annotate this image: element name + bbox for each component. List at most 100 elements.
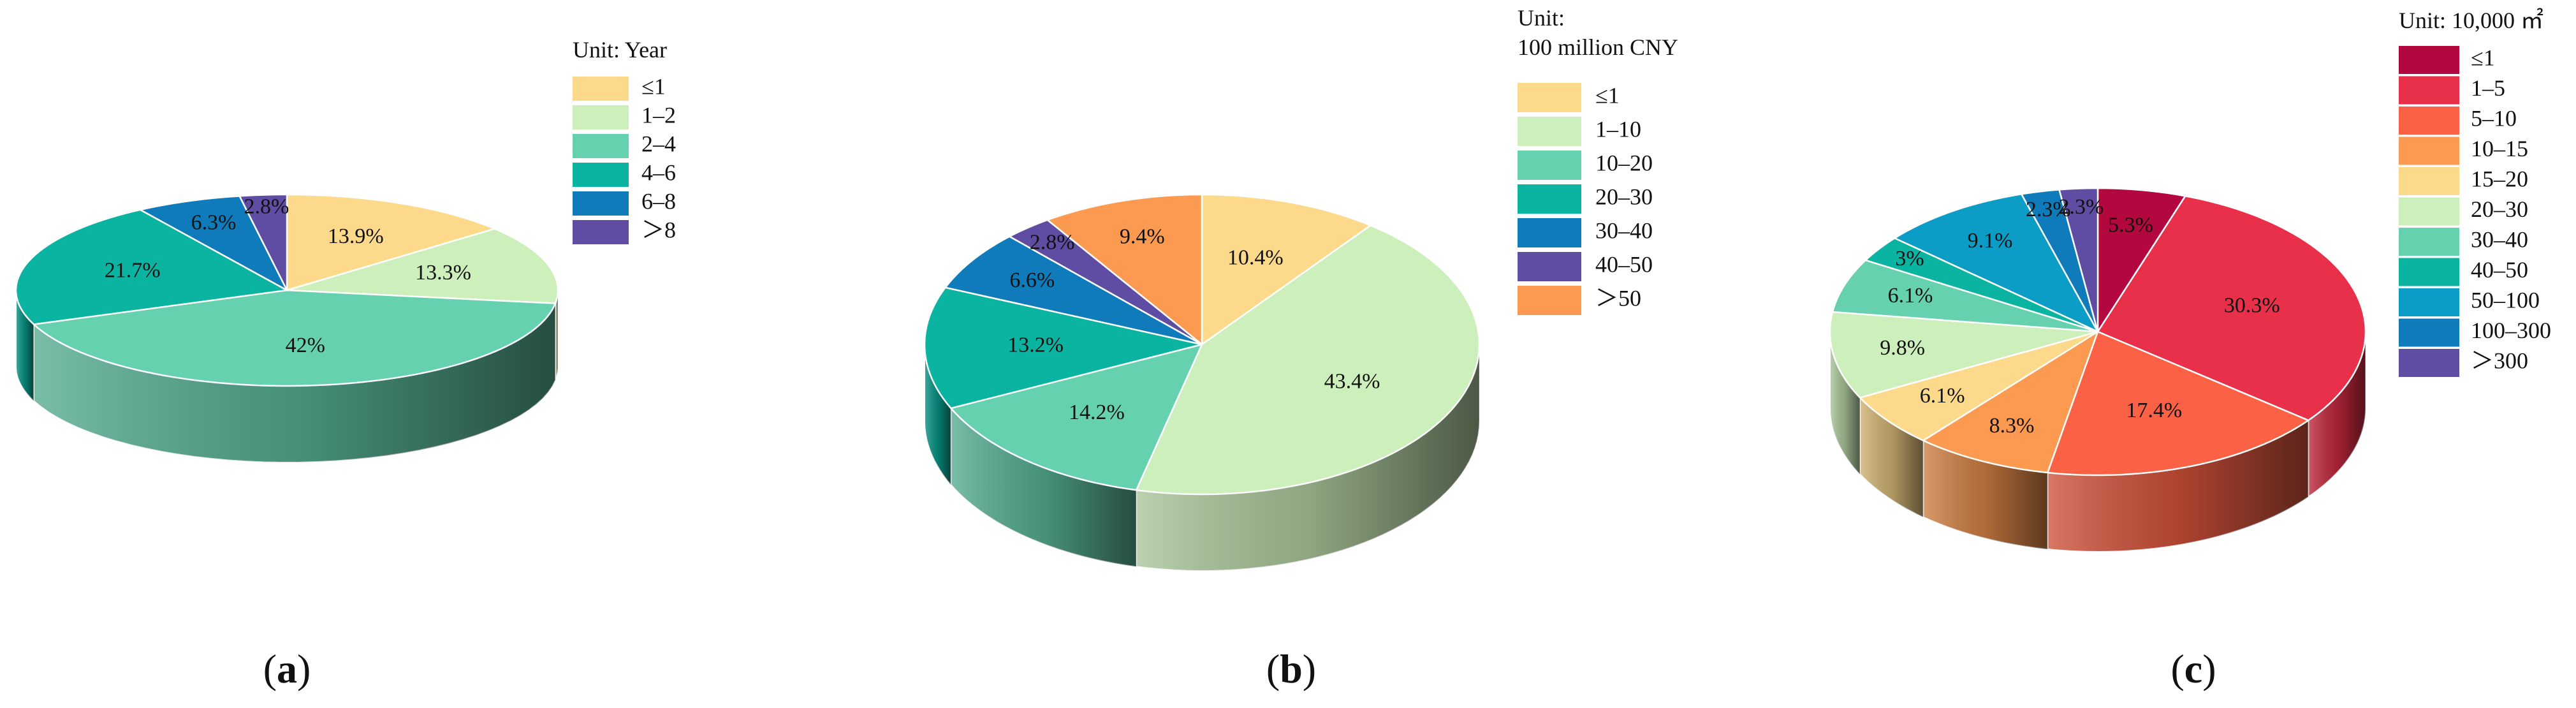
legend-title: Unit: — [1518, 5, 1565, 31]
chart-panel-c: 5.3% 30.3% 17.4% 8.3% 6.1% 9.8% 6.1% 3% 9.1% 2.3%… — [1829, 7, 2551, 691]
pie-value-labels: 5.3% 30.3% 17.4% 8.3% 6.1% 9.8% 6.1% 3% 9.1% 2.3%… — [1880, 195, 2280, 438]
slice-value-label-1: 10.4% — [1227, 246, 1284, 269]
legend-swatch-2 — [573, 105, 629, 129]
slice-value-label-11: 2.3% — [2058, 195, 2104, 219]
slice-value-label-2: 30.3% — [2224, 294, 2280, 318]
slice-value-label-5: 6.3% — [191, 210, 237, 234]
pie-chart-b: 10.4% 43.4% 14.2% 13.2% 6.6% 2.8% 9.4% — [923, 193, 1481, 572]
legend-swatch-1 — [2399, 46, 2459, 74]
legend-label-9: 50–100 — [2471, 287, 2540, 313]
panel-label-a: (a) — [263, 646, 311, 691]
pie-top-faces — [15, 193, 559, 387]
panel-label-b: (b) — [1266, 646, 1316, 691]
slice-value-label-1: 13.9% — [328, 225, 384, 248]
legend-label-2: 1–5 — [2471, 75, 2505, 101]
pie-slice-9 — [1894, 193, 2099, 333]
legend-swatch-9 — [2399, 288, 2459, 316]
pie-side-walls — [924, 344, 1480, 572]
legend-label-3: 10–20 — [1595, 150, 1653, 175]
slice-value-label-6: 9.8% — [1880, 336, 1925, 360]
legend-label-2: 1–10 — [1595, 116, 1641, 142]
pie-slice-4 — [1922, 330, 2099, 474]
pie-slice-8 — [1864, 237, 2099, 333]
legend-label-5: 6–8 — [641, 188, 676, 214]
legend-swatch-3 — [573, 134, 629, 158]
pie-top-faces — [923, 193, 1481, 496]
pie-slice-7 — [1046, 193, 1203, 346]
slice-value-label-5: 6.6% — [1009, 269, 1055, 292]
slice-value-label-8: 3% — [1895, 247, 1924, 270]
legend-label-6: 40–50 — [1595, 251, 1653, 277]
legend-swatch-4 — [573, 163, 629, 187]
slice-value-label-6: 2.8% — [1030, 230, 1075, 254]
legend-swatch-8 — [2399, 258, 2459, 286]
legend-label-6: ＞8 — [641, 217, 676, 242]
pie-slice-5 — [1859, 330, 2099, 441]
slice-value-label-9: 9.1% — [1968, 229, 2013, 253]
chart-panel-a: 13.9% 13.3% 42% 21.7% 6.3% 2.8% Unit: Year ≤1 1… — [15, 37, 676, 691]
legend-label-2: 1–2 — [641, 102, 676, 128]
legend-label-3: 2–4 — [641, 131, 676, 156]
legend-label-5: 15–20 — [2471, 166, 2528, 191]
pie-slice-6 — [238, 193, 288, 291]
slice-value-label-4: 21.7% — [105, 259, 161, 283]
legend-b: Unit: 100 million CNY ≤1 1–10 10–20 20–30 30–4… — [1518, 5, 1678, 315]
legend-swatch-11 — [2399, 349, 2459, 377]
pie-slice-6 — [1829, 311, 2099, 399]
pie-value-labels: 10.4% 43.4% 14.2% 13.2% 6.6% 2.8% 9.4% — [1007, 225, 1380, 424]
legend-label-11: ＞300 — [2471, 348, 2528, 373]
pie-side-walls — [1829, 331, 2366, 553]
legend-label-4: 4–6 — [641, 159, 676, 185]
chart-panel-b: 10.4% 43.4% 14.2% 13.2% 6.6% 2.8% 9.4% Unit: 10… — [923, 5, 1678, 691]
legend-swatch-7 — [2399, 228, 2459, 256]
legend-swatch-5 — [573, 191, 629, 216]
pie-value-labels: 13.9% 13.3% 42% 21.7% 6.3% 2.8% — [105, 195, 471, 357]
legend-title: 100 million CNY — [1518, 34, 1678, 60]
pie-side-shading-4 — [16, 290, 34, 401]
slice-value-label-2: 13.3% — [415, 261, 471, 284]
pie-slice-4 — [15, 209, 288, 325]
pie-slice-11 — [2058, 187, 2099, 333]
legend-label-8: 40–50 — [2471, 257, 2528, 283]
pie-chart-c: 5.3% 30.3% 17.4% 8.3% 6.1% 9.8% 6.1% 3% 9.1% 2.3%… — [1829, 187, 2367, 553]
pie-slice-2 — [1135, 225, 1481, 496]
slice-value-label-2: 43.4% — [1324, 370, 1380, 394]
legend-swatch-1 — [573, 77, 629, 101]
pie-slice-4 — [923, 286, 1203, 409]
pie-slice-10 — [2021, 189, 2099, 333]
pie-slice-7 — [1831, 259, 2099, 333]
pie-slice-3 — [33, 289, 557, 387]
legend-swatch-4 — [1518, 184, 1581, 214]
legend-swatch-6 — [573, 220, 629, 244]
legend-label-1: ≤1 — [1595, 82, 1620, 108]
pie-side-shading-3 — [951, 408, 1137, 567]
legend-a: Unit: Year ≤1 1–2 2–4 4–6 6–8 ＞8 — [573, 37, 676, 244]
legend-swatch-3 — [2399, 107, 2459, 135]
pie-side-shading-5 — [1859, 397, 1924, 517]
slice-value-label-4: 8.3% — [1989, 414, 2035, 438]
legend-swatch-2 — [1518, 117, 1581, 146]
slice-value-label-7: 9.4% — [1120, 225, 1165, 248]
pie-side-shading-2 — [2308, 332, 2366, 498]
legend-title: Unit: Year — [573, 37, 667, 63]
pie-slice-3 — [950, 343, 1203, 491]
slice-value-label-5: 6.1% — [1920, 384, 1965, 408]
legend-swatch-3 — [1518, 151, 1581, 180]
legend-swatch-10 — [2399, 318, 2459, 347]
slice-value-label-7: 6.1% — [1888, 284, 1933, 307]
slice-value-label-3: 14.2% — [1069, 401, 1125, 424]
slice-value-label-4: 13.2% — [1007, 333, 1064, 357]
legend-swatch-4 — [2399, 136, 2459, 165]
legend-swatch-1 — [1518, 83, 1581, 112]
pie-side-shading-2 — [1136, 344, 1479, 571]
legend-label-4: 20–30 — [1595, 184, 1653, 209]
pie-slice-3 — [2047, 330, 2309, 476]
legend-label-10: 100–300 — [2471, 318, 2551, 343]
legend-title: Unit: 10,000 ㎡ — [2399, 7, 2543, 33]
legend-label-4: 10–15 — [2471, 136, 2528, 161]
legend-label-7: 30–40 — [2471, 226, 2528, 252]
pie-side-shading-4 — [925, 344, 951, 485]
slice-value-label-6: 2.8% — [244, 195, 289, 218]
pie-slice-5 — [944, 235, 1203, 346]
